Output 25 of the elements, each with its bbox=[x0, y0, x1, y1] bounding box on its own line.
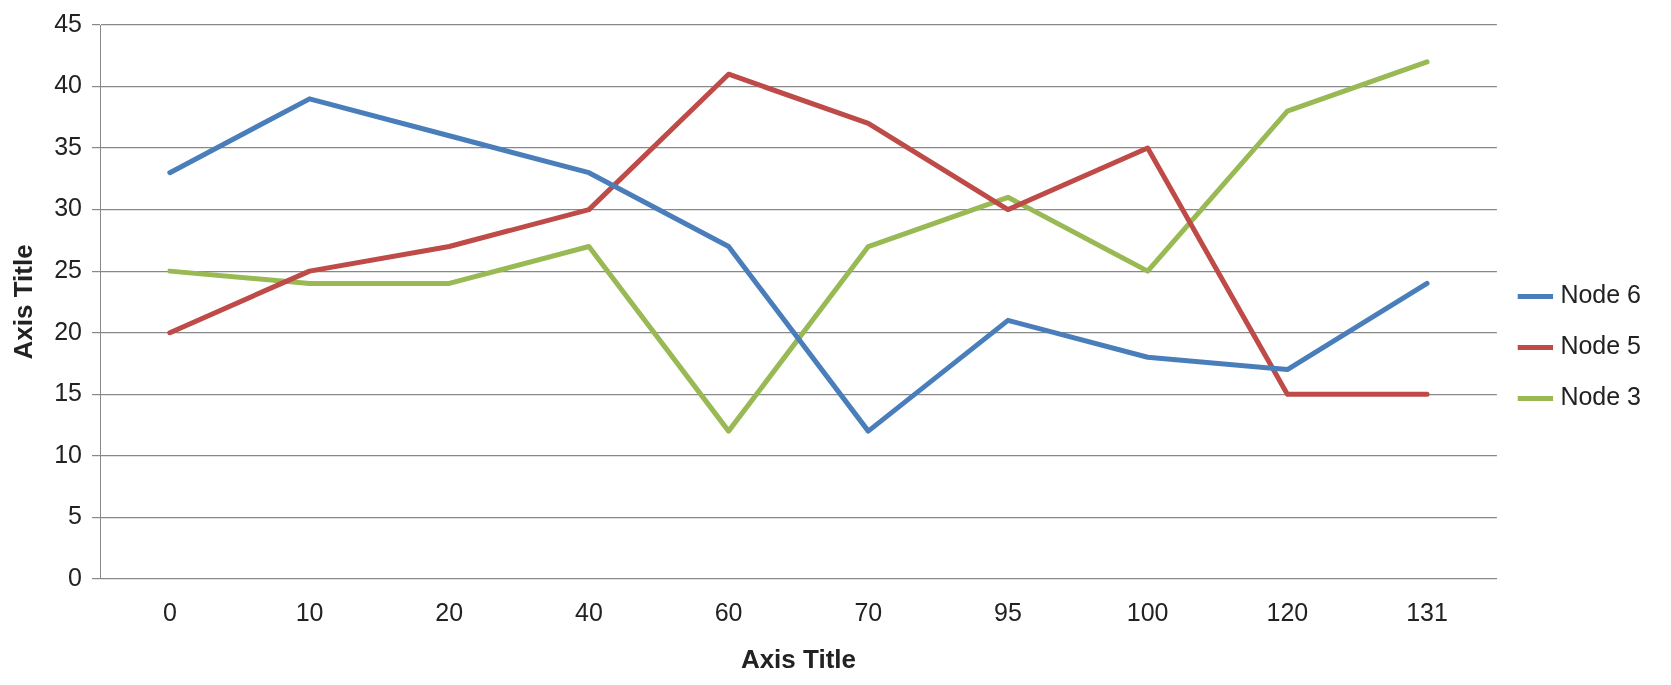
y-tick-label: 45 bbox=[54, 8, 83, 37]
x-tick-label: 70 bbox=[854, 597, 883, 626]
y-tick-label: 20 bbox=[54, 316, 83, 345]
y-axis-title: Axis Title bbox=[7, 244, 38, 360]
x-tick-label: 60 bbox=[714, 597, 743, 626]
y-tick-label: 40 bbox=[54, 70, 83, 99]
x-tick-label: 131 bbox=[1406, 597, 1448, 626]
x-tick-label: 95 bbox=[994, 597, 1022, 626]
x-tick-label: 0 bbox=[162, 597, 177, 626]
y-tick-label: 5 bbox=[68, 501, 83, 530]
x-tick-label: 20 bbox=[435, 597, 464, 626]
y-tick-label: 30 bbox=[54, 193, 83, 222]
x-tick-label: 10 bbox=[295, 597, 324, 626]
x-axis-title: Axis Title bbox=[740, 643, 857, 674]
y-tick-label: 15 bbox=[54, 378, 83, 407]
legend-label: Node 6 bbox=[1560, 280, 1642, 309]
legend-label: Node 5 bbox=[1560, 331, 1642, 360]
y-tick-label: 35 bbox=[54, 131, 83, 160]
legend-label: Node 3 bbox=[1560, 382, 1642, 411]
y-tick-label: 0 bbox=[68, 562, 83, 591]
x-tick-label: 40 bbox=[575, 597, 603, 626]
y-tick-label: 25 bbox=[54, 255, 83, 284]
x-tick-label: 100 bbox=[1126, 597, 1169, 626]
x-tick-label: 120 bbox=[1266, 597, 1309, 626]
y-tick-label: 10 bbox=[54, 439, 83, 468]
